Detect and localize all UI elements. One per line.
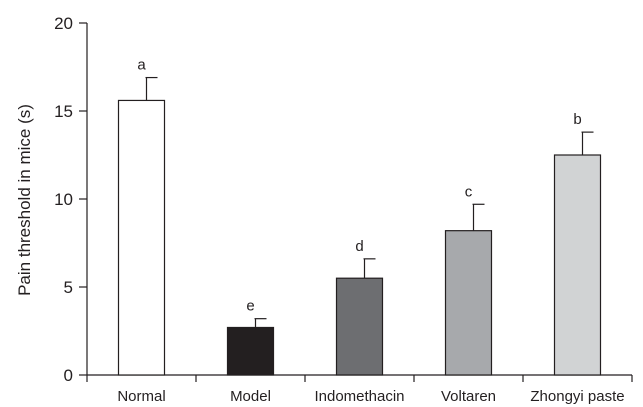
- y-tick-label: 20: [54, 14, 73, 33]
- significance-label: e: [246, 298, 254, 315]
- y-tick-label: 5: [64, 278, 73, 297]
- y-tick-label: 0: [64, 366, 73, 385]
- x-tick-label: Voltaren: [441, 388, 496, 405]
- y-tick-label: 10: [54, 190, 73, 209]
- x-tick-label: Zhongyi paste: [530, 388, 624, 405]
- significance-label: c: [465, 183, 473, 200]
- y-axis: 0 5 10 15 20: [54, 14, 88, 385]
- y-axis-label: Pain threshold in mice (s): [15, 104, 34, 296]
- x-tick-label: Model: [230, 388, 271, 405]
- significance-label: d: [355, 238, 363, 255]
- x-tick-label: Indomethacin: [314, 388, 404, 405]
- bar-zhongyi-paste: [553, 154, 602, 376]
- bars: [117, 99, 602, 376]
- x-axis: [86, 374, 633, 382]
- y-tick-label: 15: [54, 102, 73, 121]
- significance-labels: a e d c b: [137, 57, 581, 315]
- bar-model: [226, 326, 275, 376]
- significance-label: a: [137, 57, 146, 74]
- bar-normal: [117, 99, 166, 376]
- x-tick-label: Normal: [117, 388, 165, 405]
- significance-label: b: [573, 111, 581, 128]
- bar-voltaren: [444, 230, 493, 376]
- bar-indomethacin: [335, 277, 384, 376]
- category-labels: Normal Model Indomethacin Voltaren Zhongyi p…: [117, 388, 624, 405]
- error-bars: [145, 76, 594, 328]
